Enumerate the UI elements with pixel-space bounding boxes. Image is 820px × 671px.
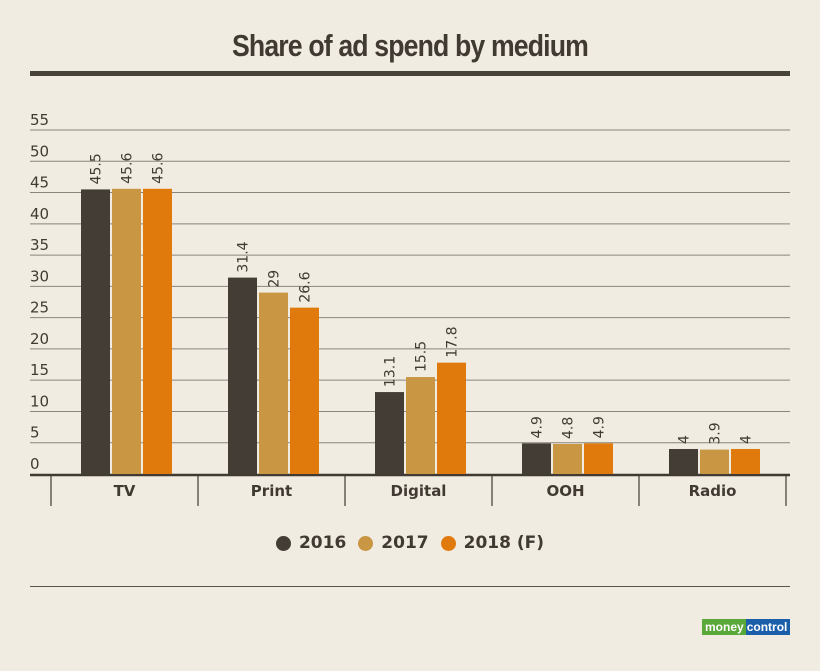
bar-2018f-tv [143,188,172,474]
x-category-label: TV [114,482,136,500]
y-tick-label: 40 [30,205,49,223]
data-label: 15.5 [414,341,430,372]
y-tick-label: 50 [30,142,49,160]
title-divider [30,71,790,76]
data-label: 17.8 [445,326,461,357]
x-category-label: Print [251,482,292,500]
data-label: 4.9 [530,416,546,438]
y-tick-label: 30 [30,267,49,285]
bar-2016-print [228,277,257,474]
data-label: 45.6 [151,153,167,184]
bar-2018f-digital [437,362,466,474]
y-tick-label: 10 [30,392,49,410]
legend-label-2016: 2016 [298,533,347,553]
data-label: 26.6 [298,271,314,302]
bar-2016-tv [81,189,110,474]
data-label: 4.8 [561,417,577,439]
y-tick-label: 0 [30,455,40,473]
x-category-label: OOH [546,482,584,500]
logo-part-money: money [702,619,746,635]
bar-2017-digital [406,377,435,474]
bar-2016-radio [669,448,698,474]
legend-label-2017: 2017 [381,533,429,553]
x-category-label: Digital [391,482,447,500]
legend-item-2018f: 2018 (F) [440,533,545,553]
data-label: 29 [267,270,283,288]
bar-2018f-print [290,307,319,474]
logo-part-control: control [745,619,791,635]
bar-2018f-radio [731,448,760,474]
legend-swatch-2018f [440,535,456,551]
y-tick-label: 35 [30,236,49,254]
bar-2017-tv [112,188,141,474]
legend-item-2017: 2017 [358,533,429,553]
bar-2017-print [259,292,288,474]
bar-2017-radio [700,449,729,474]
bottom-divider [30,586,790,587]
x-category-label: Radio [689,482,737,500]
y-tick-label: 45 [30,174,49,192]
data-label: 4 [677,435,693,444]
bar-2017-ooh [553,443,582,474]
data-label: 45.5 [89,153,105,184]
y-tick-label: 55 [30,111,49,129]
y-tick-label: 5 [30,424,40,442]
y-tick-label: 20 [30,330,49,348]
bar-2016-ooh [522,443,551,474]
data-label: 3.9 [708,422,724,444]
legend: 2016 2017 2018 (F) [0,533,820,553]
data-label: 4 [739,435,755,444]
bar-chart: 0 5 10 15 20 25 30 35 40 45 50 55 TV 45.5 45.6 45.6 Prin… [30,111,790,506]
data-label: 4.9 [592,416,608,438]
legend-swatch-2016 [275,535,291,551]
legend-swatch-2017 [358,535,374,551]
data-label: 45.6 [120,153,136,184]
bar-2016-digital [375,392,404,474]
legend-label-2018f: 2018 (F) [463,533,545,553]
data-label: 31.4 [236,241,252,272]
y-tick-label: 15 [30,361,49,379]
moneycontrol-logo: money control [702,619,791,635]
legend-item-2016: 2016 [275,533,347,553]
y-tick-label: 25 [30,299,49,317]
bar-2018f-ooh [584,443,613,474]
chart-title: Share of ad spend by medium [231,28,589,63]
data-label: 13.1 [383,356,399,387]
